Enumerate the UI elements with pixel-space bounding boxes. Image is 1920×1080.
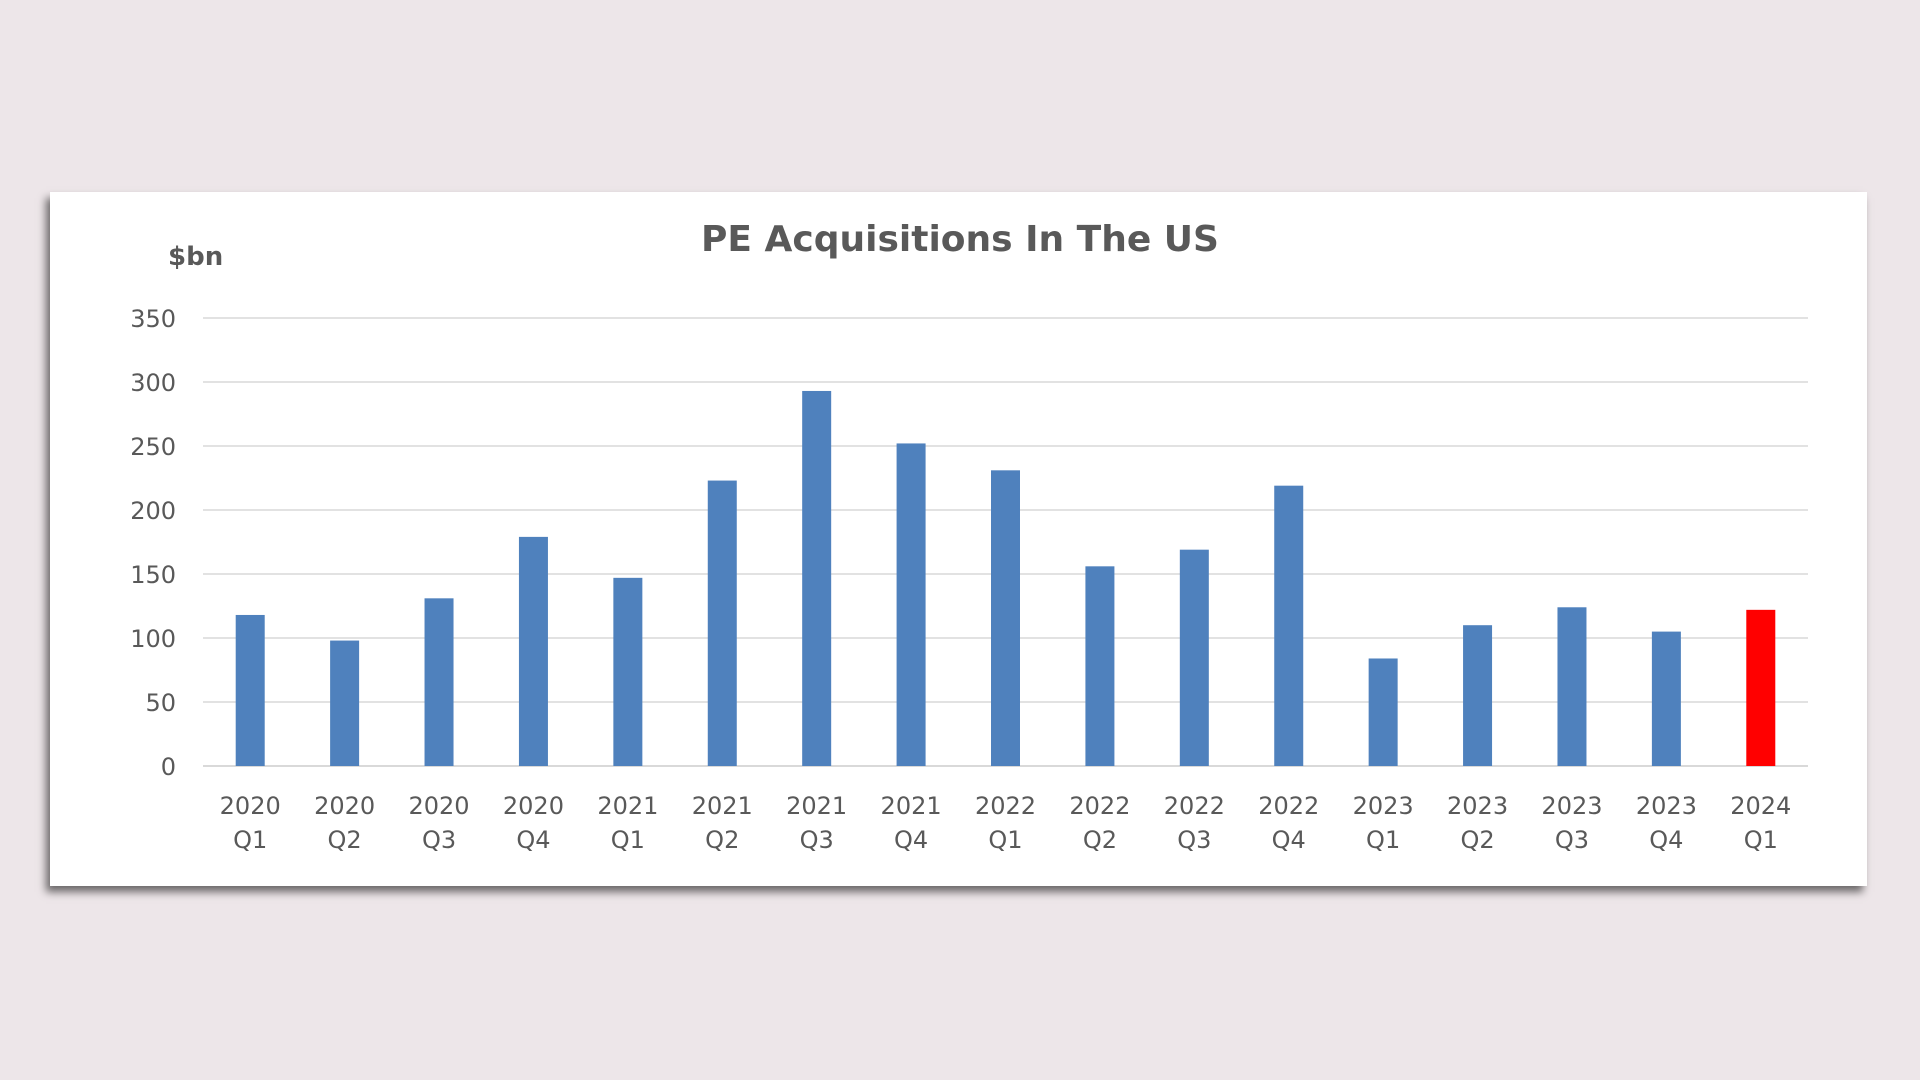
bar: [1463, 625, 1493, 766]
bar: [896, 443, 926, 766]
x-tick-label: 2021 Q2: [692, 792, 753, 854]
y-tick-label: 250: [130, 433, 176, 461]
bar: [1651, 631, 1681, 766]
x-tick-label: 2021 Q3: [786, 792, 847, 854]
x-tick-label: 2023 Q2: [1447, 792, 1508, 854]
x-tick-label: 2020 Q2: [314, 792, 375, 854]
bar: [1368, 658, 1398, 766]
x-tick-label: 2023 Q4: [1636, 792, 1697, 854]
bar: [1557, 607, 1587, 766]
bar: [424, 598, 454, 766]
y-tick-label: 150: [130, 561, 176, 589]
x-tick-label: 2022 Q4: [1258, 792, 1319, 854]
bar: [802, 390, 832, 766]
x-tick-label: 2022 Q3: [1164, 792, 1225, 854]
bar: [1085, 566, 1115, 766]
y-tick-label: 350: [130, 305, 176, 333]
bar-chart: PE Acquisitions In The US $bn 0 50 100 150 2…: [130, 219, 1808, 854]
x-tick-label: 2021 Q4: [881, 792, 942, 854]
x-tick-label: 2022 Q2: [1069, 792, 1130, 854]
bar: [613, 577, 643, 766]
y-axis-unit-label: $bn: [168, 242, 223, 272]
x-tick-label: 2023 Q1: [1353, 792, 1414, 854]
y-tick-label: 100: [130, 625, 176, 653]
bar: [1746, 609, 1776, 766]
y-axis-ticks: 0 50 100 150 200 250 300 350: [130, 305, 176, 781]
bar: [518, 536, 548, 766]
chart-card: PE Acquisitions In The US $bn 0 50 100 150 2…: [50, 192, 1867, 886]
x-tick-label: 2023 Q3: [1541, 792, 1602, 854]
bar: [1274, 485, 1304, 766]
bar: [330, 640, 360, 766]
y-tick-label: 200: [130, 497, 176, 525]
x-tick-label: 2024 Q1: [1730, 792, 1791, 854]
bar: [1179, 549, 1209, 766]
chart-title: PE Acquisitions In The US: [701, 219, 1219, 260]
x-axis-ticks: 2020 Q1 2020 Q2 2020 Q3 2020 Q4 2021 Q1 2021 Q2 2021…: [220, 792, 1792, 854]
bar: [235, 614, 265, 766]
bars: [235, 390, 1776, 766]
x-tick-label: 2020 Q4: [503, 792, 564, 854]
x-tick-label: 2021 Q1: [597, 792, 658, 854]
bar: [707, 480, 737, 766]
bar: [991, 470, 1020, 766]
y-tick-label: 50: [145, 689, 176, 717]
x-tick-label: 2020 Q3: [408, 792, 469, 854]
x-tick-label: 2020 Q1: [220, 792, 281, 854]
y-tick-label: 0: [161, 753, 176, 781]
x-tick-label: 2022 Q1: [975, 792, 1036, 854]
y-tick-label: 300: [130, 369, 176, 397]
